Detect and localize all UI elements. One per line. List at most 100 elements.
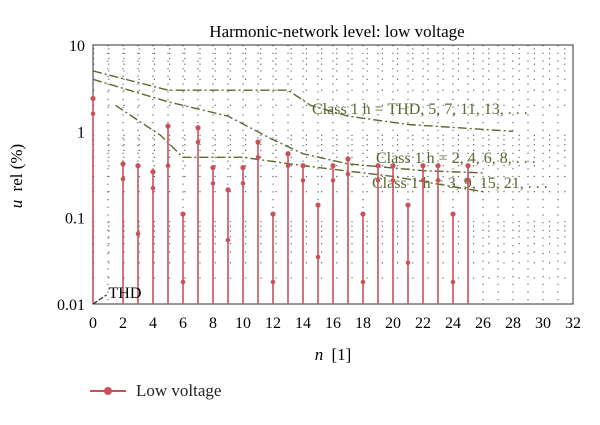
x-tick-label: 30 (535, 315, 551, 332)
stem-max-marker (450, 211, 456, 217)
stem-min-marker (450, 279, 456, 285)
stem-max-marker (240, 165, 246, 171)
stem-max-marker (270, 211, 276, 217)
stem-min-marker (330, 178, 336, 183)
stem-max-marker (285, 151, 291, 157)
stem-max-marker (255, 139, 261, 145)
stem-n-14 (300, 163, 306, 304)
x-tick-label: 8 (209, 315, 217, 332)
x-tick-label: 10 (235, 315, 251, 332)
annotation-thd: THD (109, 285, 142, 302)
stem-max-marker (330, 163, 336, 169)
chart-title: Harmonic-network level: low voltage (209, 22, 464, 41)
legend-series-label: Low voltage (136, 381, 222, 400)
stem-n-0 (90, 95, 96, 304)
stem-min-marker (405, 260, 411, 266)
x-axis-label: n [1] (315, 345, 352, 364)
stem-max-marker (150, 169, 156, 175)
stem-min-marker (165, 163, 171, 168)
x-tick-label: 2 (119, 315, 127, 332)
x-tick-label: 6 (179, 315, 187, 332)
stem-max-marker (465, 163, 471, 169)
stem-max-marker (135, 163, 141, 169)
stem-min-marker (345, 171, 351, 177)
stem-min-marker (255, 155, 261, 160)
limit-curves: Class 1 h = THD, 5, 7, 11, 13, . . . Clas… (92, 70, 548, 193)
limit-curve (92, 70, 514, 133)
stem-n-2 (120, 161, 126, 304)
stem-max-marker (210, 165, 216, 171)
stem-max-marker (195, 125, 201, 131)
stem-max-marker (345, 156, 351, 162)
stem-max-marker (225, 187, 231, 193)
y-tick-label: 1 (77, 124, 85, 141)
stem-min-marker (150, 185, 156, 191)
stem-n-9 (225, 187, 231, 304)
stem-max-marker (405, 202, 411, 208)
stem-n-15 (315, 202, 321, 304)
stem-max-marker (180, 211, 186, 217)
stem-n-13 (285, 151, 291, 304)
stem-min-marker (465, 178, 471, 183)
stem-min-marker (315, 254, 321, 260)
x-tick-label: 24 (445, 315, 461, 332)
stem-n-5 (165, 123, 171, 304)
stem-min-marker (300, 178, 306, 183)
x-tick-label: 26 (475, 315, 491, 332)
y-axis-label-rest: rel (%) (7, 144, 26, 192)
limit-curve-label: Class 1 h = 3, 9, 15, 21, . . . (372, 175, 548, 192)
stem-min-marker (195, 139, 201, 145)
stem-min-marker (180, 279, 186, 285)
limit-curve-label: Class 1 h = 2, 4, 6, 8, . . . (376, 150, 536, 167)
stem-min-marker (225, 237, 231, 243)
stem-n-22 (420, 163, 426, 304)
stem-min-marker (285, 163, 291, 168)
stem-max-marker (300, 163, 306, 169)
stem-n-20 (390, 163, 396, 304)
stem-n-7 (195, 125, 201, 304)
x-tick-label: 16 (325, 315, 341, 332)
stem-n-18 (360, 211, 366, 304)
legend: Low voltage (90, 379, 221, 403)
y-tick-label: 0.1 (65, 211, 85, 228)
stem-min-marker (375, 178, 381, 183)
stem-n-24 (450, 211, 456, 304)
stem-min-marker (210, 181, 216, 186)
legend-series-marker (90, 387, 126, 395)
stem-n-6 (180, 211, 186, 304)
stem-min-marker (420, 178, 426, 183)
stem-max-marker (375, 163, 381, 169)
y-tick-label: 0.01 (57, 297, 85, 314)
y-tick-labels: 0.01 0.1 1 10 (57, 38, 85, 314)
x-tick-label: 18 (355, 315, 371, 332)
x-tick-labels: 0 2 4 6 8 10 12 14 16 18 20 22 24 26 28 30 32 (89, 315, 581, 332)
x-tick-label: 0 (89, 315, 97, 332)
x-tick-label: 4 (149, 315, 157, 332)
limit-curve (92, 78, 484, 174)
y-tick-label: 10 (69, 38, 85, 55)
stem-max-marker (90, 95, 96, 102)
stem-n-10 (240, 165, 246, 304)
stem-min-marker (240, 181, 246, 186)
series-stems (90, 95, 471, 304)
x-tick-label: 14 (295, 315, 311, 332)
stem-max-marker (435, 163, 441, 169)
stem-n-25 (465, 163, 471, 304)
stem-min-marker (360, 279, 366, 285)
x-tick-label: 32 (565, 315, 581, 332)
thd-line (92, 294, 107, 305)
stem-max-marker (360, 211, 366, 217)
limit-curve-label: Class 1 h = THD, 5, 7, 11, 13, . . . (312, 101, 528, 118)
stem-max-marker (390, 163, 396, 169)
x-tick-label: 28 (505, 315, 521, 332)
annotations: THD (92, 285, 142, 305)
stem-n-12 (270, 211, 276, 304)
stem-max-marker (315, 202, 321, 208)
stem-n-4 (150, 169, 156, 304)
x-axis-label-unit: [1] (331, 345, 351, 364)
stem-n-8 (210, 165, 216, 304)
stem-n-21 (405, 202, 411, 304)
y-axis-label: u rel (%) (7, 144, 26, 208)
y-axis-label-symbol: u (7, 200, 26, 209)
